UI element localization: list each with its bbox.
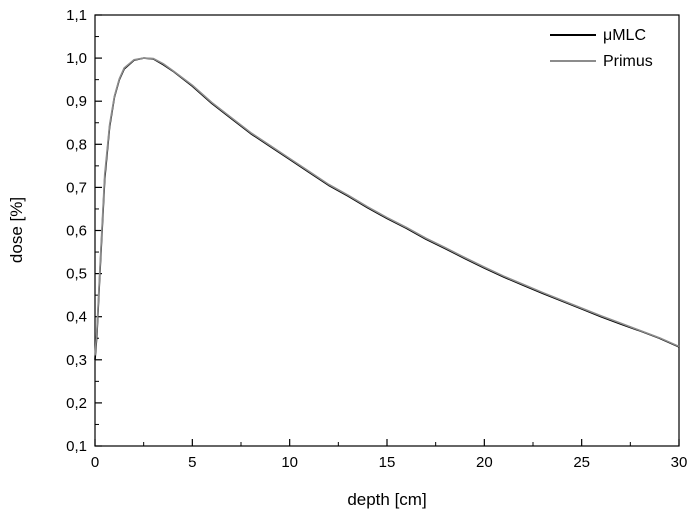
y-axis-ticks: 0,1 0,2 0,3 0,4 0,5 0,6 0,7 0,8 0,9 1,0 1,1 bbox=[66, 7, 102, 455]
series-line-umlc bbox=[94, 57, 680, 360]
legend-label: μMLC bbox=[603, 27, 646, 44]
series-line-primus bbox=[94, 57, 680, 356]
x-tick-label: 0 bbox=[91, 454, 99, 471]
y-tick-label: 0,4 bbox=[66, 309, 87, 326]
x-tick-label: 15 bbox=[379, 454, 396, 471]
y-tick-label: 0,3 bbox=[66, 352, 87, 369]
y-tick-label: 0,7 bbox=[66, 179, 87, 196]
y-tick-label: 0,9 bbox=[66, 93, 87, 110]
y-axis-title: dose [%] bbox=[7, 197, 26, 263]
y-tick-label: 1,1 bbox=[66, 7, 87, 24]
y-tick-label: 0,8 bbox=[66, 136, 87, 153]
y-tick-label: 1,0 bbox=[66, 50, 87, 67]
x-tick-label: 10 bbox=[281, 454, 298, 471]
x-tick-label: 25 bbox=[573, 454, 590, 471]
series-layer bbox=[94, 57, 680, 360]
x-axis-ticks: 0 5 10 15 20 25 30 bbox=[91, 439, 688, 471]
legend: μMLC Primus bbox=[550, 27, 653, 70]
x-tick-label: 20 bbox=[476, 454, 493, 471]
x-tick-label: 5 bbox=[188, 454, 196, 471]
x-tick-label: 30 bbox=[671, 454, 688, 471]
y-tick-label: 0,6 bbox=[66, 223, 87, 240]
legend-label: Primus bbox=[603, 53, 653, 70]
y-tick-label: 0,1 bbox=[66, 438, 87, 455]
plot-frame bbox=[94, 14, 680, 447]
x-axis-title: depth [cm] bbox=[347, 490, 426, 509]
y-tick-label: 0,2 bbox=[66, 395, 87, 412]
y-tick-label: 0,5 bbox=[66, 266, 87, 283]
